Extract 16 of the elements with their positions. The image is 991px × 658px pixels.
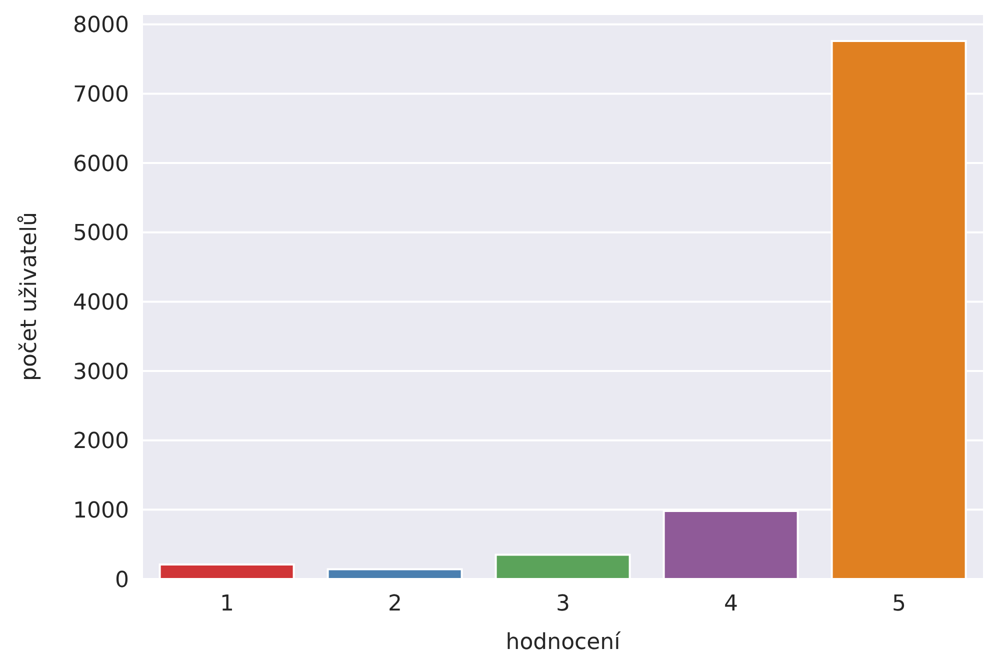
x-tick-label: 5 [892,592,906,617]
x-tick-label: 3 [556,592,570,617]
y-tick-label: 3000 [73,360,129,385]
y-tick-label: 0 [115,568,129,593]
x-axis-title: hodnocení [506,630,622,655]
y-tick-label: 6000 [73,152,129,177]
x-tick-label: 1 [220,592,234,617]
y-tick-label: 1000 [73,498,129,524]
y-axis-title: počet uživatelů [16,212,42,381]
y-tick-label: 5000 [73,221,129,246]
y-tick-label: 7000 [73,82,129,108]
x-tick-label: 2 [388,592,402,617]
y-tick-label: 2000 [73,429,129,454]
y-tick-label: 4000 [73,290,129,316]
x-tick-label: 4 [724,592,738,617]
y-tick-label: 8000 [73,13,129,38]
